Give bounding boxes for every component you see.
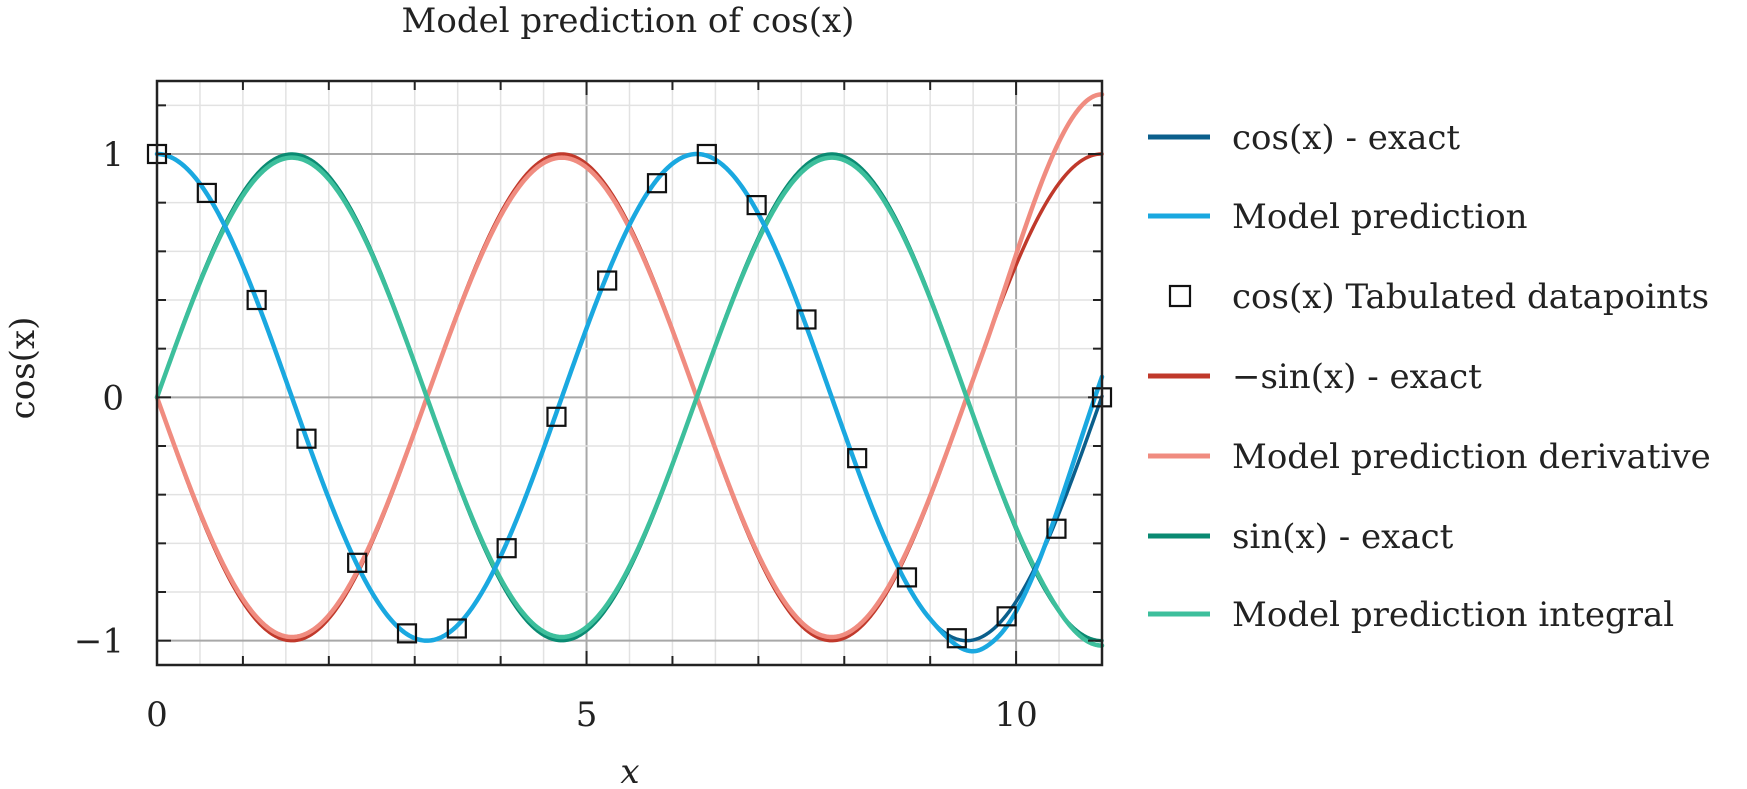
datapoint-marker (796, 309, 817, 330)
y-tick-label: 1 (102, 135, 124, 175)
series-line-2 (154, 151, 1105, 654)
datapoint-marker (847, 448, 868, 469)
datapoint-marker (246, 289, 267, 311)
legend-label-3: cos(x) Tabulated datapoints (1232, 277, 1709, 317)
datapoint-marker (446, 618, 467, 639)
legend-label-2: Model prediction (1232, 197, 1528, 237)
datapoint-marker (1046, 518, 1067, 539)
series-layer (154, 92, 1105, 654)
datapoint-marker (396, 623, 418, 644)
datapoint-marker (546, 406, 567, 427)
datapoint-marker (196, 182, 217, 204)
datapoint-marker (696, 143, 717, 165)
axis-ticks: 0 5 10 −1 0 1 (74, 81, 1103, 735)
legend-label-7: Model prediction integral (1232, 595, 1674, 635)
datapoint-marker (347, 552, 368, 573)
legend-label-5: Model prediction derivative (1232, 437, 1711, 477)
legend-label-6: sin(x) - exact (1232, 517, 1454, 557)
datapoint-marker (597, 270, 618, 291)
chart-title: Model prediction of cos(x) (402, 1, 855, 41)
x-axis-label: x (620, 752, 639, 789)
datapoint-marker (896, 567, 918, 588)
datapoint-marker (996, 606, 1017, 627)
legend: cos(x) - exact Model prediction cos(x) Tab… (1148, 118, 1711, 635)
datapoint-marker (296, 428, 317, 449)
datapoint-marker (746, 195, 767, 216)
x-tick-label: 5 (576, 695, 598, 735)
marker-layer (146, 143, 1113, 649)
x-tick-label: 0 (146, 695, 168, 735)
datapoint-marker (646, 173, 668, 194)
x-tick-label: 10 (994, 695, 1037, 735)
legend-marker-square (1168, 284, 1192, 308)
legend-label-1: cos(x) - exact (1232, 118, 1460, 158)
plot-frame (155, 79, 1104, 667)
y-axis-label: cos(x) (3, 317, 43, 420)
datapoint-marker (496, 538, 517, 559)
series-line-7 (154, 155, 1105, 648)
y-tick-label: −1 (74, 622, 124, 662)
legend-label-4: −sin(x) - exact (1232, 357, 1482, 397)
y-tick-label: 0 (102, 378, 124, 418)
datapoint-marker (946, 628, 967, 649)
